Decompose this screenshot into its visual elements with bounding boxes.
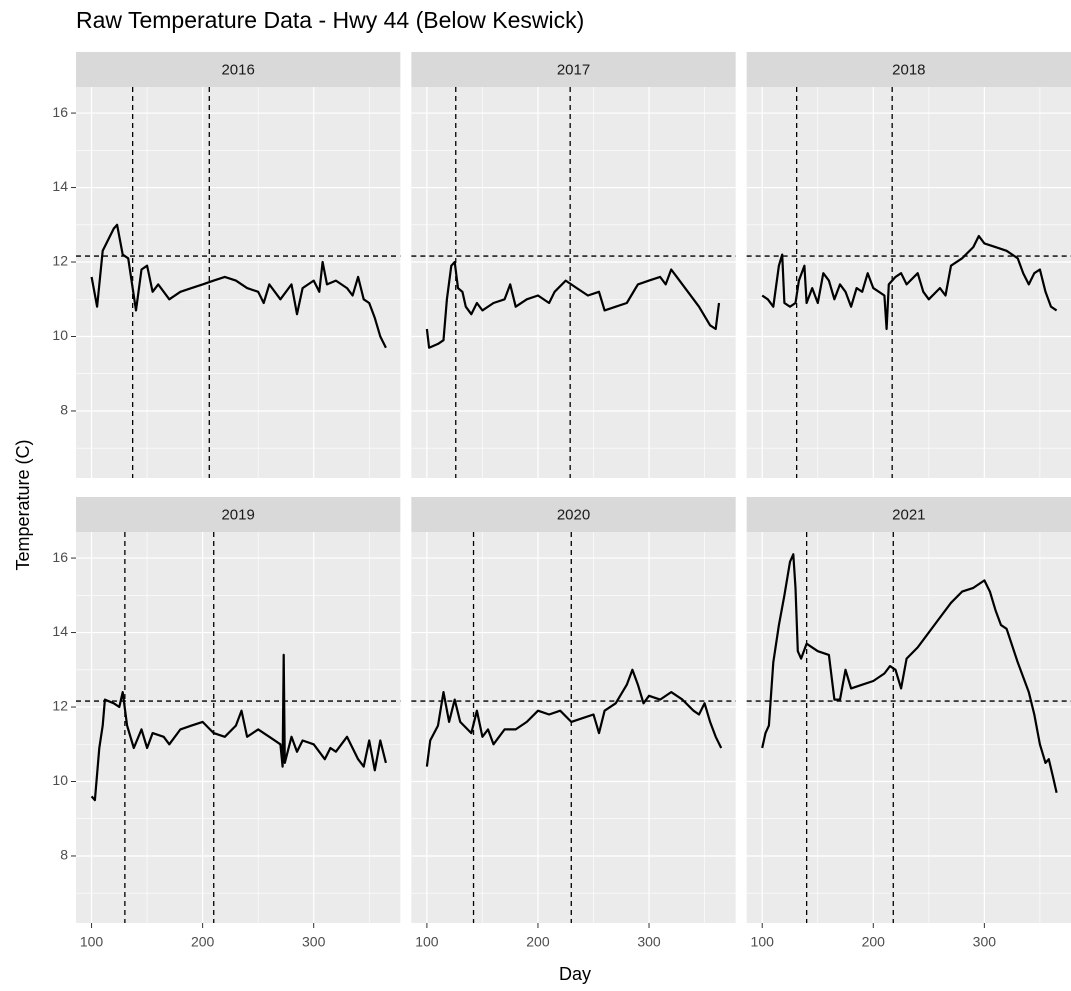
x-tick-label: 300 (973, 934, 997, 950)
panel-title: 2017 (557, 61, 590, 78)
temperature-line (90, 223, 387, 349)
panel-title: 2018 (892, 61, 925, 78)
y-tick-label: 10 (52, 327, 68, 343)
y-tick-label: 8 (60, 402, 68, 418)
y-axis-label: Temperature (C) (13, 439, 33, 570)
x-axis-label: Day (559, 964, 591, 984)
panel-strip (76, 52, 401, 87)
panel-title: 2016 (221, 61, 254, 78)
panel-background (76, 532, 401, 923)
x-tick-label: 200 (191, 934, 215, 950)
x-tick-label: 100 (80, 934, 104, 950)
panel-background (411, 87, 736, 478)
chart-title: Raw Temperature Data - Hwy 44 (Below Kes… (76, 7, 584, 33)
temperature-line (425, 260, 721, 349)
y-tick-label: 16 (52, 549, 68, 565)
y-tick-label: 12 (52, 698, 68, 714)
panel-title: 2020 (557, 506, 590, 523)
panel-strip (746, 497, 1071, 532)
panel-strip (76, 497, 401, 532)
y-tick-label: 14 (52, 623, 68, 639)
y-tick-label: 10 (52, 772, 68, 788)
y-tick-label: 16 (52, 104, 68, 120)
y-tick-label: 14 (52, 178, 68, 194)
panel-strip (746, 52, 1071, 87)
y-tick-label: 12 (52, 253, 68, 269)
panel-background (411, 532, 736, 923)
x-tick-label: 200 (862, 934, 886, 950)
x-tick-label: 300 (637, 934, 661, 950)
x-tick-label: 100 (751, 934, 775, 950)
panel-title: 2021 (892, 506, 925, 523)
panel-background (746, 532, 1071, 923)
temperature-line (425, 668, 723, 767)
panel-strip (411, 52, 736, 87)
panel-strip (411, 497, 736, 532)
panel-title: 2019 (221, 506, 254, 523)
x-tick-label: 200 (526, 934, 550, 950)
x-tick-label: 100 (415, 934, 439, 950)
temperature-line (761, 553, 1058, 793)
temperature-line (761, 234, 1058, 331)
y-tick-label: 8 (60, 847, 68, 863)
temperature-line (90, 653, 387, 802)
x-tick-label: 300 (302, 934, 326, 950)
